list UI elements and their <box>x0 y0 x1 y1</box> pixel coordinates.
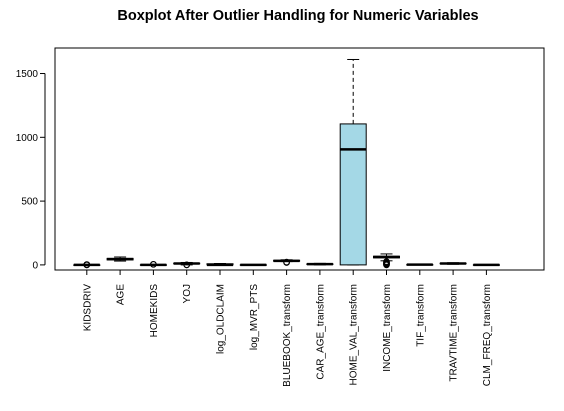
box-YOJ <box>173 261 201 269</box>
box-AGE <box>106 256 134 262</box>
x-tick-label: TRAVTIME_transform <box>449 284 460 382</box>
box-CAR_AGE_transform <box>306 262 334 266</box>
box-log_OLDCLAIM <box>206 262 234 267</box>
y-tick-label: 1000 <box>16 133 39 144</box>
box-group <box>73 58 500 269</box>
box-HOME_VAL_transform <box>339 58 367 266</box>
box-TIF_transform <box>406 263 434 266</box>
box-CLM_FREQ_transform <box>472 263 500 267</box>
x-axis: KIDSDRIV AGE HOMEKIDS YOJ log_OLDCLAIM log_MV… <box>82 269 493 387</box>
x-tick-label: TIF_transform <box>415 284 426 347</box>
x-tick-label: BLUEBOOK_transform <box>282 284 293 387</box>
box-KIDSDRIV <box>73 261 101 269</box>
x-tick-label: KIDSDRIV <box>82 284 93 332</box>
box-INCOME_transform <box>373 253 400 269</box>
outlier-point <box>383 258 390 265</box>
outlier-point <box>283 258 290 266</box>
plot-area-frame <box>54 47 545 271</box>
x-tick-label: CLM_FREQ_transform <box>482 284 493 386</box>
outlier-point <box>150 260 157 268</box>
y-axis: 0 500 1000 1500 <box>16 69 46 271</box>
x-tick-label: YOJ <box>182 284 193 303</box>
x-tick-label: HOMEKIDS <box>149 284 160 338</box>
x-tick-label: INCOME_transform <box>382 284 393 372</box>
x-tick-label: log_OLDCLAIM <box>216 284 227 354</box>
box-BLUEBOOK_transform <box>273 258 301 266</box>
box-log_MVR_PTS <box>239 263 267 267</box>
x-tick-label: log_MVR_PTS <box>249 284 260 350</box>
x-tick-label: HOME_VAL_transform <box>349 284 360 386</box>
outlier-point <box>183 261 190 269</box>
y-tick-label: 1500 <box>16 69 39 80</box>
chart-title: Boxplot After Outlier Handling for Numer… <box>117 8 478 24</box>
y-tick-label: 500 <box>21 197 38 208</box>
x-tick-label: AGE <box>116 284 127 305</box>
x-tick-label: CAR_AGE_transform <box>315 284 326 380</box>
y-tick-label: 0 <box>32 260 38 271</box>
box-iqr <box>339 123 367 266</box>
box-TRAVTIME_transform <box>439 262 467 265</box>
outlier-point <box>83 261 91 268</box>
box-HOMEKIDS <box>139 260 167 268</box>
